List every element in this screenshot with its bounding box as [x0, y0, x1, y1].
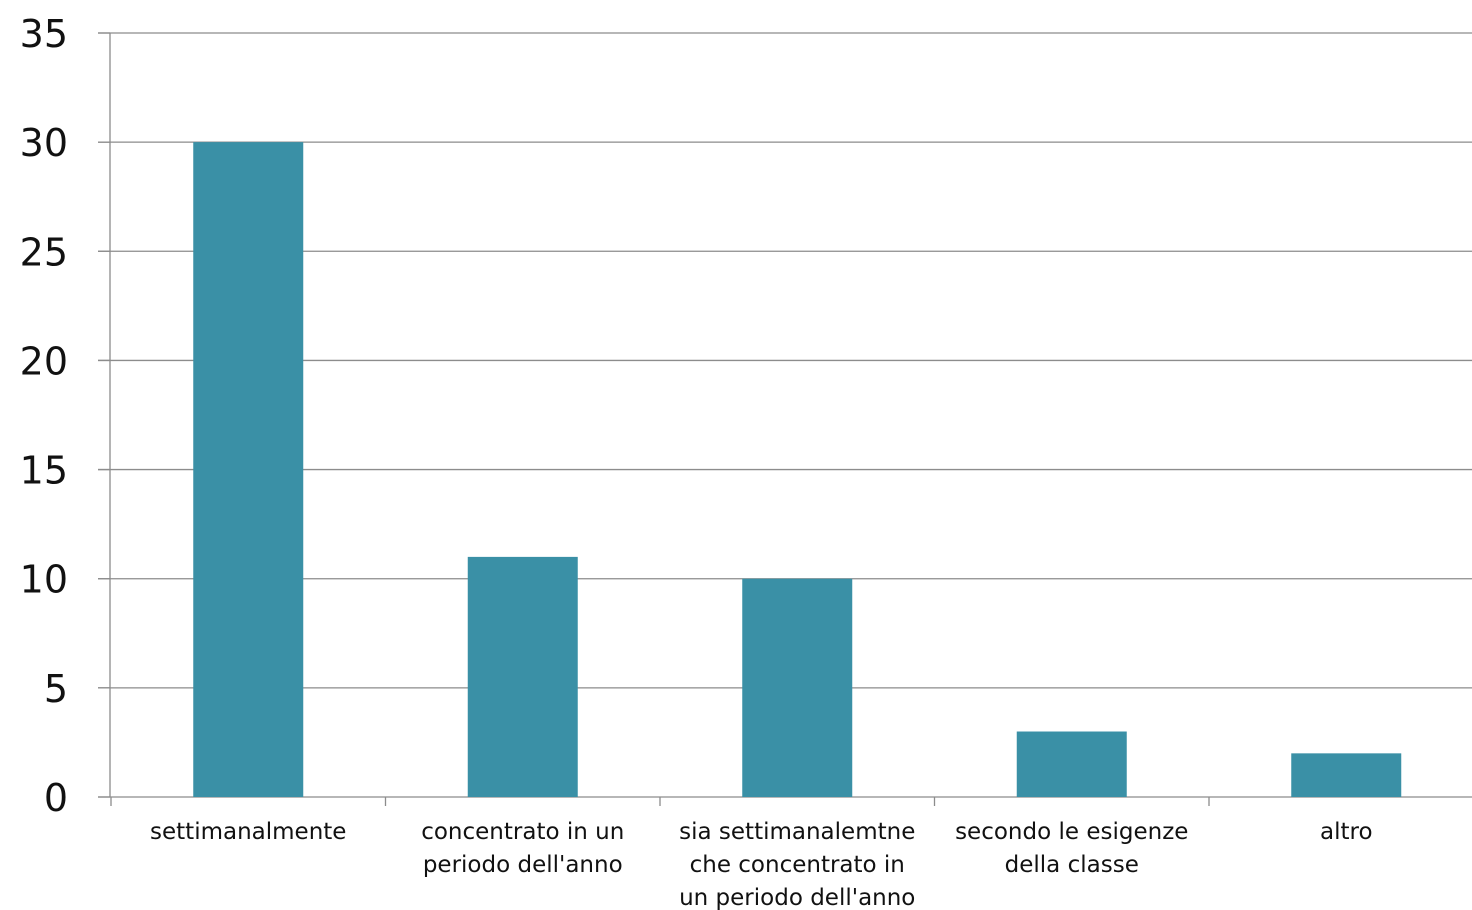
gridlines	[98, 32, 1472, 689]
bar	[467, 556, 578, 797]
bar	[1291, 753, 1402, 797]
x-tick-label: altro	[1320, 819, 1373, 845]
x-tick-label: settimanalmente	[150, 819, 346, 845]
y-tick-label: 5	[44, 667, 68, 711]
y-tick-label: 25	[20, 230, 68, 274]
y-tick-label: 35	[20, 12, 68, 56]
y-tick-label: 15	[20, 449, 68, 493]
y-tick-label: 20	[20, 339, 68, 383]
y-tick-label: 30	[20, 121, 68, 165]
x-tick-label: sia settimanalemtne	[679, 819, 915, 845]
bars	[193, 142, 1402, 798]
y-tick-labels: 0 5 10 15 20 25 30 35	[20, 12, 68, 820]
bar	[1016, 731, 1127, 797]
x-tick-label: un periodo dell'anno	[679, 885, 915, 910]
x-tick-label: periodo dell'anno	[423, 852, 623, 878]
x-tick-label: secondo le esigenze	[955, 819, 1188, 845]
y-tick-label: 0	[44, 776, 68, 820]
bar	[742, 578, 853, 797]
x-tick-label: che concentrato in	[690, 852, 905, 878]
x-tick-labels: settimanalmente concentrato in un periodo …	[150, 819, 1372, 910]
bar	[193, 142, 304, 798]
y-tick-label: 10	[20, 558, 68, 602]
x-tick-label: della classe	[1005, 852, 1139, 878]
x-tick-label: concentrato in un	[421, 819, 624, 845]
